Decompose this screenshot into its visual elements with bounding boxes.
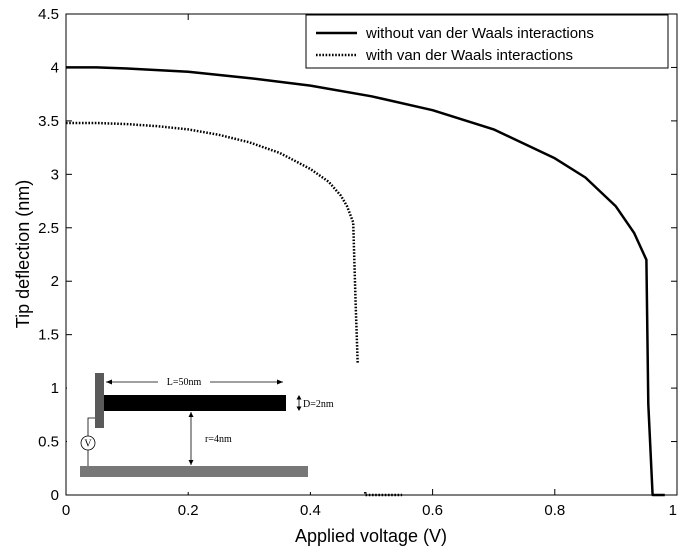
curves xyxy=(66,66,665,497)
inset-thickness-arrowhead-bottom xyxy=(296,406,302,411)
legend-entry-with-vdw: with van der Waals interactions xyxy=(365,47,573,64)
inset-beam xyxy=(104,395,286,411)
y-tick-label: 1 xyxy=(51,380,59,397)
y-axis-label: Tip deflection (nm) xyxy=(13,180,33,328)
inset-thickness-label: D=2nm xyxy=(303,399,334,410)
series-line-without-vdw xyxy=(66,66,665,497)
inset-length-arrowhead-left xyxy=(106,379,112,385)
x-tick-label: 1 xyxy=(669,502,677,519)
x-axis-label: Applied voltage (V) xyxy=(295,526,447,546)
y-tick-label: 4 xyxy=(51,59,59,76)
plot-frame xyxy=(65,13,678,496)
y-tick-label: 0 xyxy=(51,487,59,504)
series-line-with-vdw xyxy=(66,121,403,497)
y-ticks: 0 0.5 1 1.5 2 2.5 3 3.5 4 4.5 xyxy=(38,6,677,504)
inset-circuit-wire xyxy=(87,417,95,436)
inset-gap-arrowhead-bottom xyxy=(188,460,194,465)
x-tick-label: 0.8 xyxy=(544,502,565,519)
inset-thickness-arrowhead-top xyxy=(296,395,302,400)
legend: without van der Waals interactions with … xyxy=(305,14,669,69)
legend-entry-without-vdw: without van der Waals interactions xyxy=(365,25,594,42)
legend-box xyxy=(305,14,669,69)
x-tick-label: 0.2 xyxy=(178,502,199,519)
inset-schematic: L=50nm D=2nm r=4nm V xyxy=(67,363,372,492)
x-tick-label: 0.4 xyxy=(300,502,321,519)
inset-length-label-bg xyxy=(158,375,210,388)
y-tick-label: 0.5 xyxy=(38,434,59,451)
inset-ground-plate xyxy=(80,466,308,477)
y-tick-label: 2.5 xyxy=(38,220,59,237)
y-tick-label: 1.5 xyxy=(38,327,59,344)
y-tick-label: 2 xyxy=(51,273,59,290)
inset-voltage-label: V xyxy=(84,439,92,450)
y-tick-label: 3 xyxy=(51,166,59,183)
inset-length-arrowhead-right xyxy=(277,379,283,385)
inset-gap-label: r=4nm xyxy=(205,434,232,445)
inset-gap-arrowhead-top xyxy=(188,412,194,417)
inset-length-label: L=50nm xyxy=(167,377,202,388)
y-tick-label: 4.5 xyxy=(38,6,59,23)
y-tick-label: 3.5 xyxy=(38,113,59,130)
x-tick-label: 0 xyxy=(62,502,70,519)
x-tick-label: 0.6 xyxy=(422,502,443,519)
inset-clamp xyxy=(95,373,104,428)
